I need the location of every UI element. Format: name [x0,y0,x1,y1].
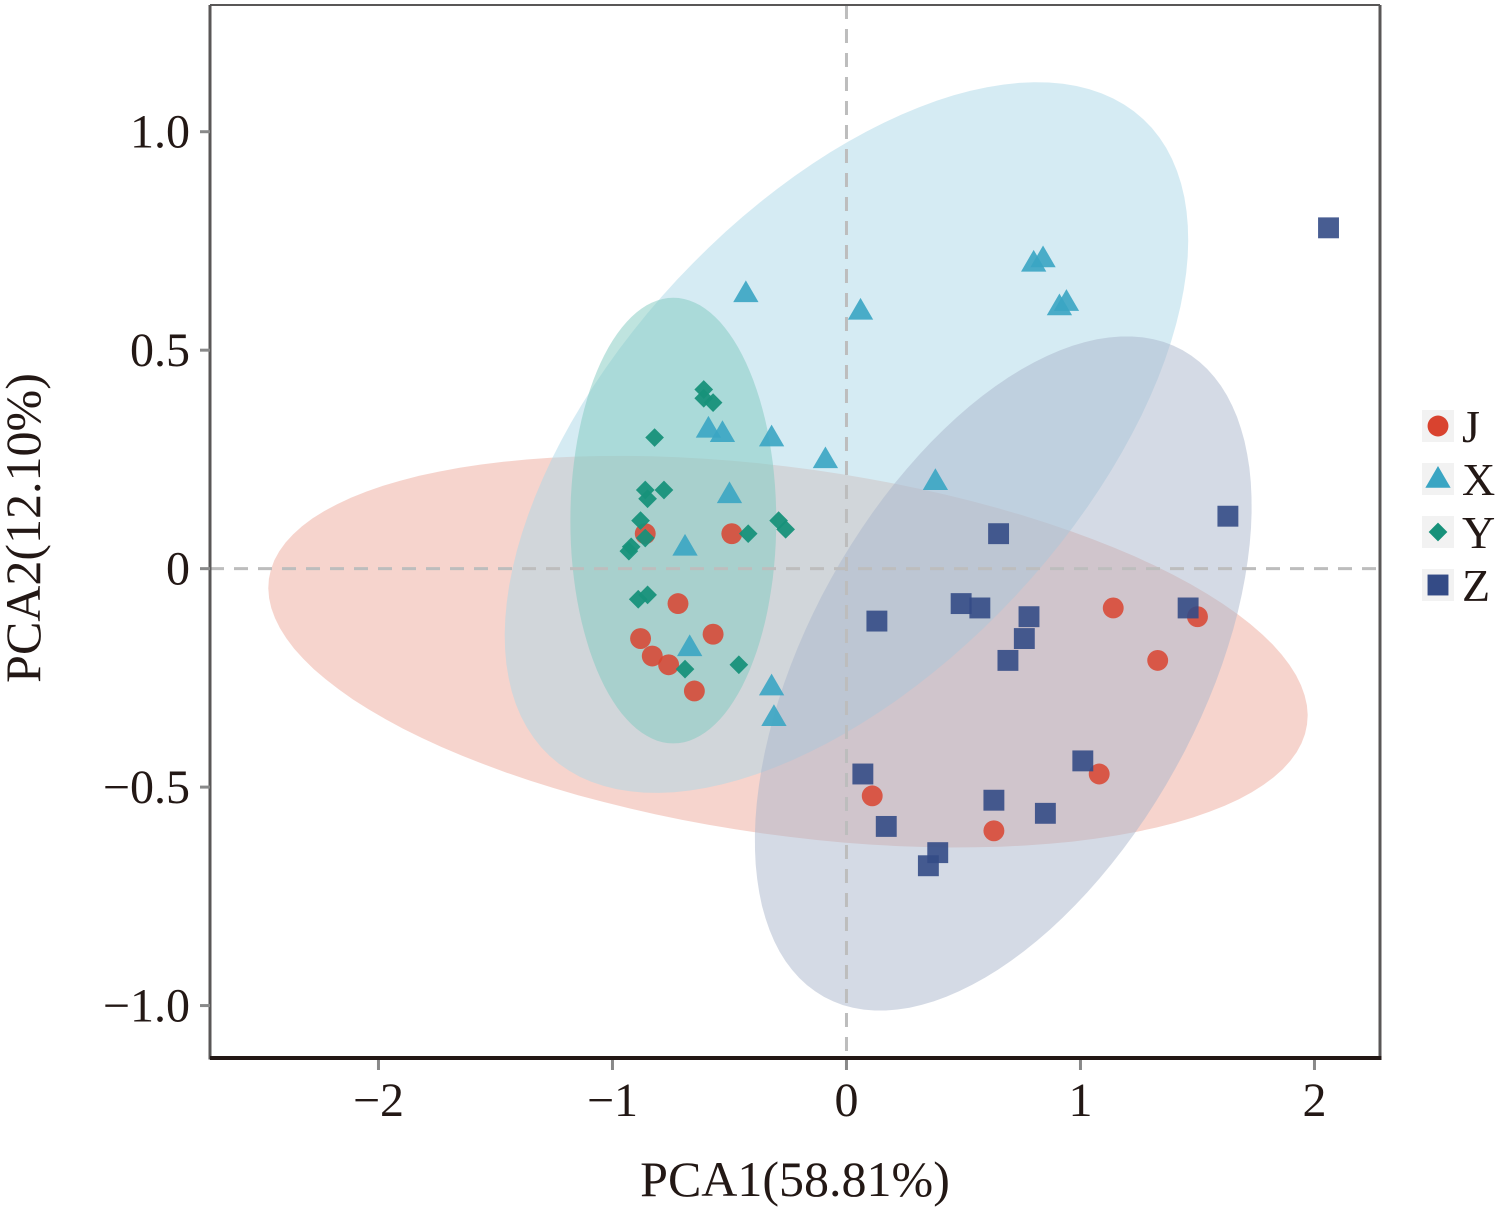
x-tick-label: −1 [587,1074,638,1127]
series-x [672,245,1080,726]
point-j [667,593,689,615]
x-tick-label: −2 [353,1074,404,1127]
point-y [654,480,674,500]
point-y [645,428,664,447]
point-y [738,524,758,544]
point-z [1177,597,1199,619]
point-z [917,855,939,877]
y-tick-label: 1.0 [130,106,190,159]
point-x [812,446,839,469]
point-z [950,593,972,615]
point-j [683,680,705,702]
reference-lines [210,5,1380,1058]
legend-label: Z [1462,560,1490,611]
legend-marker-diamond-icon [1428,522,1448,542]
point-x [672,533,698,556]
point-z [988,523,1010,545]
point-j [721,523,743,545]
point-y [635,480,655,500]
axes: −2 −1 0 1 2 1.0 0.5 0 −0.5 −1.0 [103,4,1382,1127]
y-tick-label: 0 [166,543,190,596]
point-y [675,659,695,679]
point-j [1088,763,1110,785]
point-x [695,415,722,438]
point-z [1072,750,1094,772]
point-z [875,815,897,837]
legend-marker-triangle-icon [1425,466,1451,488]
point-y [729,655,749,675]
point-j [983,820,1005,842]
point-x [761,704,787,726]
ellipse-y [570,297,777,744]
point-z [969,597,991,619]
legend-item-j: J [1422,401,1480,452]
point-z [983,789,1005,811]
x-tick-label: 1 [1068,1074,1092,1127]
point-x [922,468,949,491]
point-z [1018,606,1040,628]
point-z [1013,628,1035,649]
point-x [733,280,759,303]
point-y [776,519,795,539]
y-tick-label: −0.5 [103,761,190,814]
point-j [1147,649,1169,671]
point-x [716,481,743,504]
point-y [631,511,650,530]
legend-label: X [1462,454,1495,505]
y-axis-title: PCA2(12.10%) [0,373,51,683]
point-z [852,763,874,785]
data-points [619,217,1339,877]
legend-label: J [1462,401,1480,452]
point-z [866,610,888,632]
point-x [758,424,785,447]
point-x [709,420,736,442]
point-j [630,628,652,649]
point-x [1053,289,1080,311]
point-j [641,645,663,667]
legend-label: Y [1462,507,1495,558]
point-z [1217,505,1239,527]
point-y [619,541,639,561]
point-x [677,634,703,657]
point-j [861,785,883,807]
point-y [694,388,714,408]
point-y [703,393,723,412]
point-j [702,623,724,645]
point-x [758,673,785,696]
legend-marker-circle-icon [1427,415,1449,437]
y-tick-label: 0.5 [130,324,190,377]
x-tick-label: 2 [1302,1074,1326,1127]
series-y [619,380,795,679]
legend-item-x: X [1422,454,1495,505]
legend-item-z: Z [1422,560,1490,611]
point-z [1318,217,1339,239]
x-tick-label: 0 [834,1074,858,1127]
ellipse-z [754,336,1252,1011]
point-j [1102,597,1124,619]
point-x [847,297,874,320]
point-y [628,589,648,609]
point-y [635,528,655,548]
point-x [1030,245,1056,268]
point-z [997,649,1019,671]
point-y [638,489,657,509]
point-j [658,654,680,676]
y-tick-label: −1.0 [103,980,190,1033]
point-y [638,585,657,605]
point-z [1034,802,1056,824]
legend-item-y: Y [1422,507,1495,558]
x-axis-title: PCA1(58.81%) [640,1151,950,1207]
series-z [852,217,1339,877]
legend-marker-square-icon [1427,574,1449,596]
